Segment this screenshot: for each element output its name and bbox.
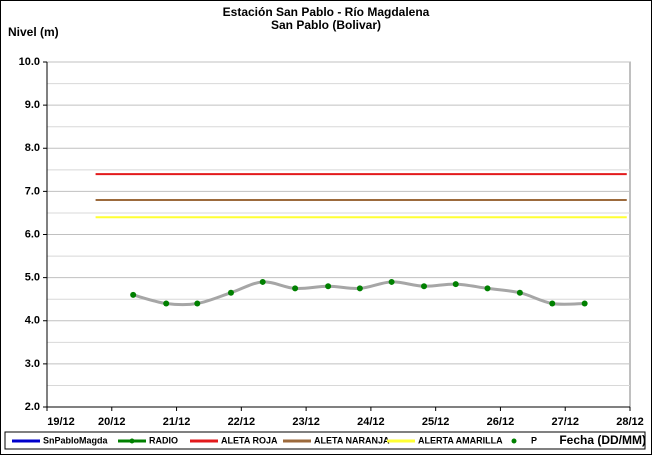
data-point bbox=[581, 300, 588, 307]
legend-label: ALETA NARANJA bbox=[314, 435, 390, 445]
legend-label: ALERTA AMARILLA bbox=[418, 435, 503, 445]
legend-label: P bbox=[531, 435, 537, 445]
data-point bbox=[549, 300, 556, 307]
data-point bbox=[388, 278, 395, 285]
chart-subtitle: San Pablo (Bolivar) bbox=[271, 18, 381, 32]
x-tick-label: 20/12 bbox=[98, 416, 126, 428]
y-tick-label: 2.0 bbox=[25, 401, 40, 413]
legend-label: ALETA ROJA bbox=[221, 435, 278, 445]
legend-marker bbox=[511, 438, 517, 444]
x-tick-label: 24/12 bbox=[357, 416, 385, 428]
x-tick-label: 23/12 bbox=[292, 416, 320, 428]
y-tick-label: 3.0 bbox=[25, 358, 40, 370]
data-point bbox=[259, 278, 266, 285]
data-point bbox=[484, 285, 491, 292]
y-tick-label: 6.0 bbox=[25, 228, 40, 240]
x-tick-label: 25/12 bbox=[422, 416, 450, 428]
data-point bbox=[194, 300, 201, 307]
legend-label: RADIO bbox=[149, 435, 178, 445]
x-tick-label: 19/12 bbox=[47, 416, 75, 428]
data-point bbox=[130, 291, 137, 298]
x-tick-label: 27/12 bbox=[551, 416, 579, 428]
legend-label: SnPabloMagda bbox=[43, 435, 109, 445]
legend-marker bbox=[129, 438, 135, 444]
y-tick-label: 7.0 bbox=[25, 185, 40, 197]
data-point bbox=[292, 285, 299, 292]
data-point bbox=[227, 289, 234, 296]
data-point bbox=[516, 289, 523, 296]
x-tick-label: 26/12 bbox=[487, 416, 515, 428]
y-tick-label: 4.0 bbox=[25, 315, 40, 327]
data-point bbox=[356, 285, 363, 292]
data-point bbox=[325, 283, 332, 290]
x-tick-label: 28/12 bbox=[616, 416, 644, 428]
y-axis-label: Nivel (m) bbox=[8, 25, 59, 39]
data-point bbox=[421, 283, 428, 290]
data-point bbox=[452, 281, 459, 288]
y-tick-label: 10.0 bbox=[19, 56, 40, 68]
chart-title: Estación San Pablo - Río Magdalena bbox=[223, 5, 430, 19]
legend-box bbox=[4, 431, 646, 450]
x-axis-label: Fecha (DD/MM) bbox=[559, 433, 646, 447]
x-tick-label: 22/12 bbox=[228, 416, 256, 428]
y-tick-label: 8.0 bbox=[25, 142, 40, 154]
data-point bbox=[163, 300, 170, 307]
x-tick-label: 21/12 bbox=[163, 416, 191, 428]
y-tick-label: 5.0 bbox=[25, 272, 40, 284]
y-tick-label: 9.0 bbox=[25, 99, 40, 111]
